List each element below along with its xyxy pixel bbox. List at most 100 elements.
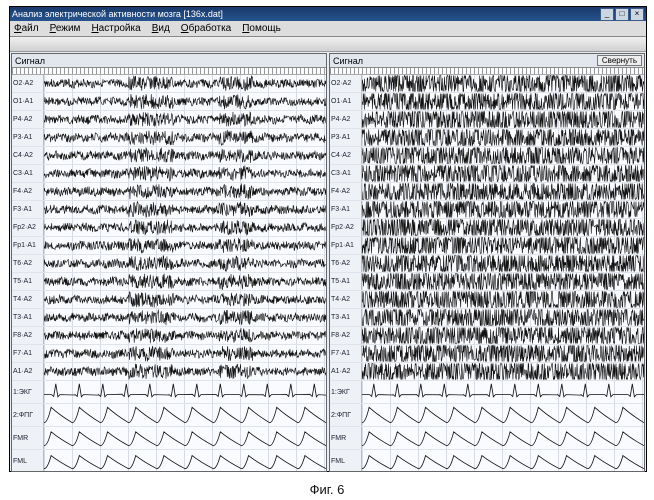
signal-trace [44, 345, 326, 362]
toolbar [10, 37, 646, 52]
eeg-row: P3·A1 [330, 129, 644, 147]
signal-trace [362, 404, 644, 426]
eeg-row: T3·A1 [12, 309, 326, 327]
eeg-row: T3·A1 [330, 309, 644, 327]
phys-row: 2:ФПГ [330, 404, 644, 427]
eeg-row: T5·A1 [12, 273, 326, 291]
channel-label: Fp1·A1 [12, 237, 44, 254]
eeg-row: C3·A1 [12, 165, 326, 183]
minimize-button[interactable]: _ [600, 8, 614, 21]
signal-trace [44, 147, 326, 164]
channel-label: Fp2·A2 [330, 219, 362, 236]
phys-row: FML [12, 450, 326, 471]
eeg-row: T6·A2 [330, 255, 644, 273]
channel-label: P3·A1 [330, 129, 362, 146]
eeg-row: O2·A2 [330, 75, 644, 93]
pane-header-right: Сигнал Свернуть [330, 54, 644, 68]
menu-режим[interactable]: Режим [50, 23, 81, 34]
eeg-row: C3·A1 [330, 165, 644, 183]
phys-row: 2:ФПГ [12, 404, 326, 427]
signal-trace [362, 450, 644, 471]
channel-label: F3·A1 [330, 201, 362, 218]
eeg-row: F7·A1 [330, 345, 644, 363]
channel-label: Fp2·A2 [12, 219, 44, 236]
menu-помощь[interactable]: Помощь [242, 23, 281, 34]
signal-trace [362, 111, 644, 128]
figure-caption: Фиг. 6 [0, 482, 654, 497]
channel-label: FML [12, 450, 44, 471]
pane-header-label: Сигнал [333, 56, 363, 66]
eeg-row: O1·A1 [12, 93, 326, 111]
maximize-button[interactable]: □ [615, 8, 629, 21]
signal-trace [362, 75, 644, 92]
menu-вид[interactable]: Вид [152, 23, 170, 34]
menu-обработка[interactable]: Обработка [181, 23, 231, 34]
channel-label: T6·A2 [330, 255, 362, 272]
eeg-row: F7·A1 [12, 345, 326, 363]
eeg-row: F4·A2 [330, 183, 644, 201]
channel-label: T5·A1 [330, 273, 362, 290]
channel-label: F4·A2 [330, 183, 362, 200]
channel-label: O1·A1 [330, 93, 362, 110]
right-pane: Сигнал Свернуть O2·A2O1·A1P4·A2P3·A1C4·A… [329, 53, 645, 472]
signal-trace [362, 219, 644, 236]
eeg-row: A1·A2 [12, 363, 326, 381]
channels-right: O2·A2O1·A1P4·A2P3·A1C4·A2C3·A1F4·A2F3·A1… [330, 75, 644, 471]
collapse-button[interactable]: Свернуть [597, 55, 642, 66]
channel-label: T3·A1 [12, 309, 44, 326]
channel-label: T4·A2 [330, 291, 362, 308]
channel-label: O2·A2 [12, 75, 44, 92]
close-button[interactable]: × [630, 8, 644, 21]
window-title: Анализ электрической активности мозга [1… [12, 9, 600, 19]
channel-label: FMR [12, 427, 44, 449]
eeg-row: F3·A1 [12, 201, 326, 219]
signal-trace [44, 201, 326, 218]
eeg-row: P4·A2 [330, 111, 644, 129]
channel-label: F7·A1 [12, 345, 44, 362]
menu-файл[interactable]: Файл [14, 23, 39, 34]
window-buttons: _ □ × [600, 8, 644, 21]
channel-label: T4·A2 [12, 291, 44, 308]
signal-trace [44, 129, 326, 146]
channel-label: P4·A2 [12, 111, 44, 128]
signal-trace [44, 219, 326, 236]
eeg-row: Fp1·A1 [330, 237, 644, 255]
channel-label: O2·A2 [330, 75, 362, 92]
signal-trace [44, 404, 326, 426]
signal-trace [362, 237, 644, 254]
channel-label: Fp1·A1 [330, 237, 362, 254]
channel-label: F7·A1 [330, 345, 362, 362]
pane-header-left: Сигнал [12, 54, 326, 68]
signal-trace [362, 345, 644, 362]
menu-настройка[interactable]: Настройка [91, 23, 140, 34]
signal-trace [362, 165, 644, 182]
signal-trace [362, 93, 644, 110]
phys-row: 1:ЭКГ [12, 381, 326, 404]
phys-row: FML [330, 450, 644, 471]
signal-trace [44, 291, 326, 308]
signal-trace [44, 309, 326, 326]
signal-trace [44, 363, 326, 380]
signal-trace [44, 381, 326, 403]
signal-trace [44, 237, 326, 254]
eeg-row: T4·A2 [330, 291, 644, 309]
titlebar: Анализ электрической активности мозга [1… [10, 7, 646, 21]
signal-trace [362, 291, 644, 308]
channel-label: A1·A2 [330, 363, 362, 380]
time-ruler [330, 68, 644, 75]
channels-left: O2·A2O1·A1P4·A2P3·A1C4·A2C3·A1F4·A2F3·A1… [12, 75, 326, 471]
channel-label: P3·A1 [12, 129, 44, 146]
signal-trace [44, 450, 326, 471]
eeg-row: T6·A2 [12, 255, 326, 273]
menubar: Файл Режим Настройка Вид Обработка Помощь [10, 21, 646, 37]
app-window: Анализ электрической активности мозга [1… [9, 6, 647, 472]
phys-row: FMR [330, 427, 644, 450]
signal-trace [362, 201, 644, 218]
eeg-row: P3·A1 [12, 129, 326, 147]
channel-label: FML [330, 450, 362, 471]
channel-label: 1:ЭКГ [330, 381, 362, 403]
signal-trace [44, 93, 326, 110]
signal-trace [362, 309, 644, 326]
signal-trace [362, 147, 644, 164]
channel-label: 2:ФПГ [330, 404, 362, 426]
